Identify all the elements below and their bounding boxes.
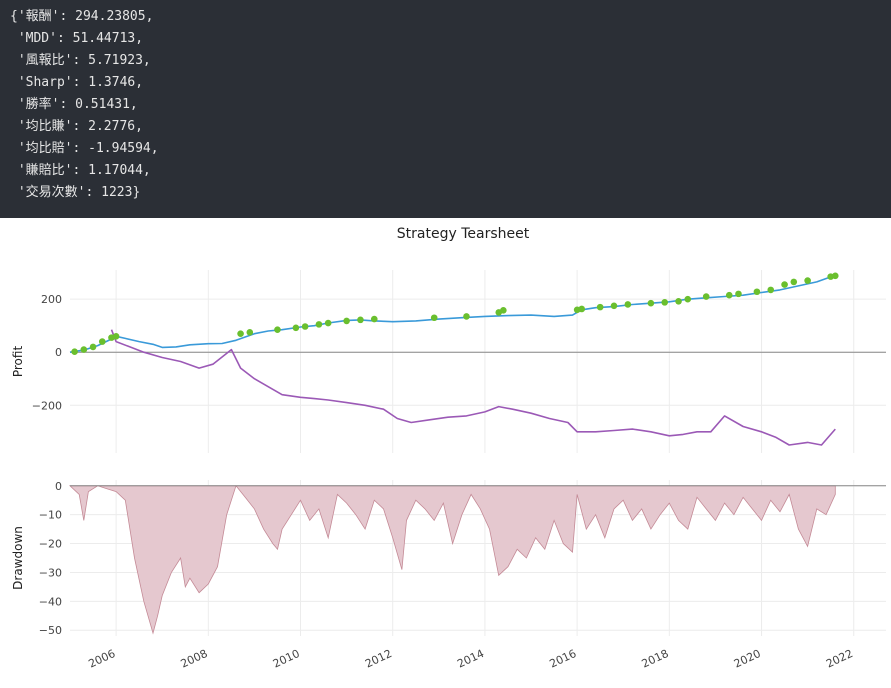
trade-point [781, 281, 788, 288]
trade-point [702, 293, 710, 300]
benchmark-line [110, 329, 836, 446]
trade-point [675, 297, 682, 305]
y-tick-label: −200 [32, 399, 62, 412]
chart-title: Strategy Tearsheet [397, 226, 530, 242]
trade-point [301, 323, 309, 330]
console-output: {'報酬': 294.23805, 'MDD': 51.44713, '風報比'… [0, 0, 891, 218]
trade-point [324, 319, 332, 327]
trade-point [357, 316, 364, 324]
trade-point [315, 321, 323, 328]
console-line: '均比賠': -1.94594, [10, 141, 159, 156]
y-tick-label: −40 [39, 595, 62, 608]
x-tick-label: 2020 [732, 647, 763, 671]
trade-point [343, 317, 350, 325]
x-tick-label: 2014 [455, 647, 486, 671]
console-line: '風報比': 5.71923, [10, 53, 151, 68]
trade-point [578, 305, 586, 313]
console-line: '賺賠比': 1.17044, [10, 163, 151, 178]
trade-point [661, 299, 669, 306]
trade-point [804, 277, 811, 284]
x-tick-label: 2022 [824, 647, 855, 671]
x-tick-label: 2008 [179, 647, 210, 671]
y-tick-label: 0 [55, 346, 62, 359]
y-tick-label: −30 [39, 566, 62, 579]
trade-point [370, 315, 378, 323]
trade-point [80, 346, 88, 353]
console-line: 'Sharp': 1.3746, [10, 75, 144, 90]
trade-point [112, 333, 120, 340]
console-line: '勝率': 0.51431, [10, 97, 138, 112]
trade-point [237, 330, 244, 337]
x-tick-label: 2012 [363, 647, 394, 671]
trade-point [98, 338, 106, 345]
trade-point [246, 329, 254, 336]
console-line: {'報酬': 294.23805, [10, 9, 154, 24]
y-axis-label: Profit [11, 346, 25, 378]
trade-point [71, 348, 78, 355]
trade-point [610, 302, 618, 310]
trade-point [753, 288, 761, 296]
y-axis-label: Drawdown [11, 526, 25, 590]
drawdown-area [68, 484, 836, 635]
tearsheet-chart: Strategy Tearsheet 200 0 −200 Profit 0 −10 −2… [0, 218, 891, 684]
trade-point [767, 286, 775, 294]
profit-line [69, 274, 836, 353]
trade-point [292, 324, 300, 332]
trade-point [430, 314, 438, 322]
trade-point [463, 313, 470, 320]
x-tick-label: 2010 [271, 647, 302, 671]
x-tick-label: 2006 [86, 647, 117, 671]
profit-panel: 200 0 −200 Profit [11, 270, 886, 453]
trade-point [647, 299, 655, 307]
trade-point [735, 290, 742, 298]
x-tick-label: 2016 [548, 647, 579, 671]
console-text: {'報酬': 294.23805, 'MDD': 51.44713, '風報比'… [0, 0, 891, 204]
trade-point [725, 291, 733, 299]
console-line: 'MDD': 51.44713, [10, 31, 144, 46]
x-tick-label: 2018 [640, 647, 671, 671]
y-tick-label: −50 [39, 624, 62, 637]
drawdown-panel: 0 −10 −20 −30 −40 −50 Drawdown 2006 2008 2010 2012… [11, 480, 886, 671]
trade-point [790, 278, 798, 286]
y-tick-label: 200 [41, 293, 62, 306]
trade-point [596, 303, 604, 311]
console-line: '交易次數': 1223} [10, 185, 141, 200]
trade-point [89, 343, 97, 351]
y-tick-label: −20 [39, 538, 62, 551]
trade-point [624, 301, 632, 308]
y-tick-label: 0 [55, 480, 62, 493]
trade-point [684, 295, 692, 303]
chart-svg: Strategy Tearsheet 200 0 −200 Profit 0 −10 −2… [11, 226, 886, 671]
console-line: '均比賺': 2.2776, [10, 119, 143, 134]
trade-point [274, 326, 281, 333]
y-tick-label: −10 [39, 509, 62, 522]
trade-point [500, 307, 507, 314]
trade-point [831, 272, 839, 280]
